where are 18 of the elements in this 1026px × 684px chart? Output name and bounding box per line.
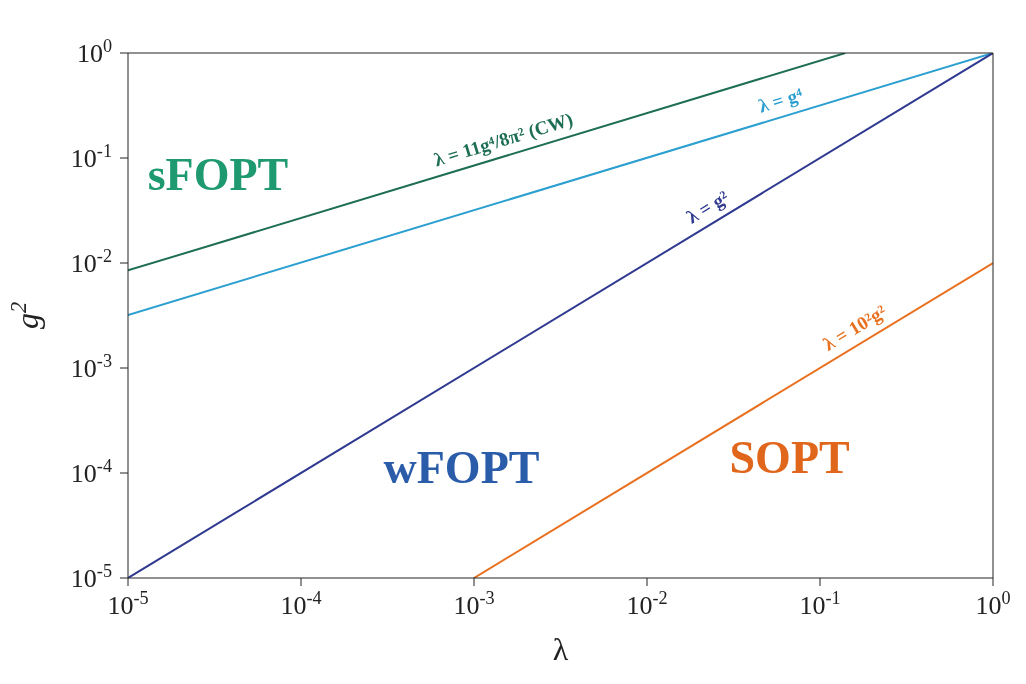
x-tick-label: 10$^{-3}$ bbox=[453, 588, 495, 620]
annotation: SOPT bbox=[729, 432, 850, 483]
text: λ = g² bbox=[683, 186, 733, 228]
y-tick-label: 10$^{-1}$ bbox=[70, 141, 112, 173]
text: λ = g⁴ bbox=[756, 83, 806, 117]
y-tick-label: 10$^{-4}$ bbox=[70, 456, 112, 488]
x-axis-title: λ bbox=[552, 631, 569, 667]
annotation: sFOPT bbox=[147, 148, 289, 200]
y-tick-label: 10$^{-3}$ bbox=[70, 351, 112, 383]
text: λ = 11g⁴/8π² (CW) bbox=[431, 108, 576, 172]
annotation: wFOPT bbox=[383, 442, 540, 494]
x-tick-label: 10$^{-1}$ bbox=[799, 588, 841, 620]
x-tick-label: 10$^{-4}$ bbox=[280, 588, 322, 620]
x-tick-label: 10$^{-2}$ bbox=[626, 588, 668, 620]
y-tick-label: 10$^{-2}$ bbox=[70, 246, 112, 278]
text: λ = 10²g² bbox=[819, 300, 891, 355]
x-tick-label: 10$^{0}$ bbox=[975, 588, 1011, 620]
y-tick-label: 10$^{0}$ bbox=[76, 36, 112, 68]
